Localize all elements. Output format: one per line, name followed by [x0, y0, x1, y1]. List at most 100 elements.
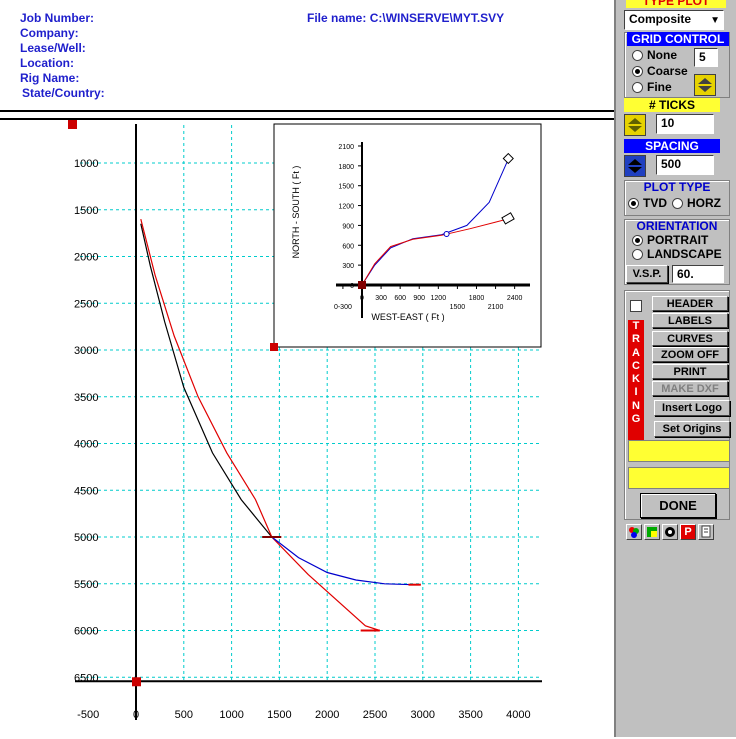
grid-fine-radio[interactable]: Fine [632, 80, 672, 94]
y-tick-label: 1000 [74, 158, 98, 170]
labels-button[interactable]: LABELS [652, 313, 728, 328]
inset-y-axis-label: NORTH - SOUTH ( Ft ) [291, 166, 301, 259]
radio-off-icon [632, 49, 643, 61]
curves-button[interactable]: CURVES [652, 331, 728, 346]
plot-type-tvd-radio[interactable]: TVD [628, 196, 667, 210]
ticks-spinner[interactable] [624, 114, 646, 136]
y-tick-label: 2500 [74, 298, 98, 310]
gear-icon[interactable] [662, 524, 678, 540]
x-tick-label: 3000 [411, 709, 435, 721]
grid-none-label: None [647, 48, 677, 62]
grid-none-radio[interactable]: None [632, 48, 677, 62]
print-button[interactable]: PRINT [652, 364, 728, 379]
color-fill-icon[interactable] [644, 524, 660, 540]
inset-x-tick-label: 900 [413, 295, 425, 302]
y-tick-label: 3500 [74, 392, 98, 404]
inset-x-tick-label: 2400 [507, 295, 523, 302]
inset-origin-marker [358, 281, 366, 289]
landscape-radio[interactable]: LANDSCAPE [632, 247, 722, 261]
inset-y-tick-label: 300 [342, 263, 354, 270]
grid-control-title: GRID CONTROL [627, 32, 729, 46]
horz-label: HORZ [687, 196, 721, 210]
spacing-input[interactable]: 500 [656, 155, 714, 175]
inset-resize-handle [270, 343, 278, 351]
plot-type-title: PLOT TYPE [643, 180, 711, 194]
spin-arrows-icon [628, 118, 642, 132]
x-tick-label: 3500 [458, 709, 482, 721]
inset-x-tick-label: 0 [360, 295, 364, 302]
series-line-0 [140, 223, 273, 538]
vertical-section-chart[interactable]: 1000150020002500300035004000450050005500… [0, 120, 614, 739]
inset-x-tick-label: 300 [375, 295, 387, 302]
portrait-radio[interactable]: PORTRAIT [632, 233, 708, 247]
x-tick-label: 1000 [219, 709, 243, 721]
toolbar: P [626, 524, 720, 542]
radio-off-icon [632, 248, 643, 260]
orientation-title: ORIENTATION [636, 219, 718, 233]
tracking-letter: I [634, 386, 638, 399]
inset-end-marker-red [501, 212, 515, 225]
file-path: C:\WINSERVE\MYT.SVY [369, 11, 505, 25]
inset-y-tick-label: 900 [342, 223, 354, 230]
inset-series-line-0 [361, 158, 509, 286]
inset-x-tick-label: 0-300 [334, 304, 352, 311]
x-tick-label: 1500 [267, 709, 291, 721]
zoom-off-button[interactable]: ZOOM OFF [652, 347, 728, 362]
series-line-1 [140, 218, 380, 632]
grid-coarse-radio[interactable]: Coarse [632, 64, 688, 78]
inset-frame [273, 123, 542, 348]
control-panel: TYPE PLOT Composite ▼ GRID CONTROL None C… [614, 0, 736, 737]
inset-y-tick-label: 1500 [338, 184, 354, 191]
inset-series-line-1 [361, 218, 509, 286]
tracking-letter: N [632, 399, 640, 412]
insert-logo-button[interactable]: Insert Logo [654, 400, 730, 416]
radio-on-icon [632, 234, 643, 246]
x-tick-label: 2500 [363, 709, 387, 721]
ticks-input[interactable]: 10 [656, 114, 714, 134]
spacing-spinner[interactable] [624, 155, 646, 177]
ticks-title: # TICKS [624, 98, 720, 112]
done-button[interactable]: DONE [640, 493, 716, 518]
inset-y-tick-label: 1800 [338, 164, 354, 171]
y-tick-label: 2000 [74, 252, 98, 264]
y-tick-label: 5500 [74, 579, 98, 591]
inset-x-axis-label: WEST-EAST ( Ft ) [371, 312, 444, 322]
spin-arrows-icon [698, 78, 712, 92]
type-plot-select[interactable]: Composite ▼ [624, 10, 724, 30]
tracking-letter: R [632, 333, 640, 346]
radio-off-icon [672, 197, 683, 209]
plot-type-horz-radio[interactable]: HORZ [672, 196, 721, 210]
tracking-letter: A [632, 346, 640, 359]
vsp-button[interactable]: V.S.P. [626, 265, 668, 283]
rig-name-label: Rig Name: [20, 71, 80, 85]
radio-on-icon [632, 65, 643, 77]
radio-on-icon [628, 197, 639, 209]
type-plot-title: TYPE PLOT [626, 0, 726, 8]
grid-coarse-label: Coarse [647, 64, 688, 78]
inset-y-tick-label: 2100 [338, 144, 354, 151]
file-name-label: File name: [307, 11, 367, 25]
set-origins-button[interactable]: Set Origins [654, 421, 730, 437]
x-tick-label: -500 [77, 709, 99, 721]
p-icon[interactable]: P [680, 524, 696, 540]
inset-y-tick-label: 1200 [338, 204, 354, 211]
grid-count-input[interactable]: 5 [694, 48, 718, 67]
orientation-group [624, 219, 730, 285]
vsp-input[interactable]: 60. [672, 265, 724, 283]
y-tick-label: 6500 [74, 672, 98, 684]
tracking-readout-2 [628, 467, 730, 489]
type-plot-value: Composite [629, 12, 692, 26]
palette-icon[interactable] [626, 524, 642, 540]
tvd-label: TVD [643, 196, 667, 210]
document-icon[interactable] [698, 524, 714, 540]
y-tick-label: 6000 [74, 626, 98, 638]
header-button[interactable]: HEADER [652, 296, 728, 311]
make-dxf-button[interactable]: MAKE DXF [652, 381, 728, 396]
x-tick-label: 4000 [506, 709, 530, 721]
plot-type-group [624, 180, 730, 216]
plot-area[interactable]: 1000 1500 2000 2500 3000 3500 4000 4500 5000 5500… [0, 118, 614, 737]
grid-spinner[interactable] [694, 74, 716, 96]
lease-well-label: Lease/Well: [20, 41, 86, 55]
tracking-checkbox[interactable] [630, 300, 642, 312]
